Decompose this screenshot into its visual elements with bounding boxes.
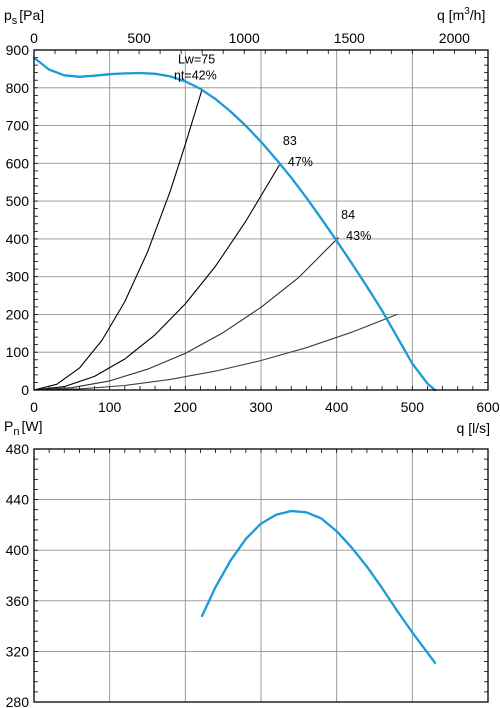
x-tick-label: 0 (30, 399, 38, 415)
annotation-sound-power: 84 (341, 208, 355, 222)
top-tick-label: 2000 (439, 30, 470, 46)
fan-curve-line (32, 56, 437, 392)
operating-point-annotations: Lw=75 ηt=42% 83 47% 84 43% (174, 53, 371, 243)
y-tick-label: 360 (6, 593, 30, 609)
x-tick-label: 100 (98, 399, 122, 415)
x-tick-label: 500 (401, 399, 425, 415)
pressure-y-tick-labels: 0 100 200 300 400 500 600 700 800 900 (6, 42, 30, 398)
x-tick-label: 300 (249, 399, 273, 415)
system-curve-line-4 (33, 313, 398, 391)
y-tick-label: 400 (6, 231, 30, 247)
y-tick-label: 300 (6, 269, 30, 285)
y-tick-label: 100 (6, 344, 30, 360)
pressure-top-tick-labels: 0 500 1000 1500 2000 (30, 30, 470, 46)
top-tick-label: 500 (127, 30, 151, 46)
y-tick-label: 600 (6, 155, 30, 171)
power-y-axis-label: Pn [W] (4, 418, 42, 438)
annotation-efficiency: 43% (346, 229, 371, 243)
y-tick-label: 200 (6, 306, 30, 322)
system-curve-line-3 (33, 237, 339, 391)
annotation-sound-power: 83 (283, 134, 297, 148)
pressure-grid (34, 50, 488, 390)
power-plot-frame (33, 448, 489, 703)
pressure-x-tick-labels: 0 100 200 300 400 500 600 (30, 399, 500, 415)
y-tick-label: 900 (6, 42, 30, 58)
system-curve-line-2 (33, 163, 281, 391)
y-tick-label: 500 (6, 193, 30, 209)
power-chart: 280 320 360 400 440 480 Pn [W] (4, 418, 489, 708)
power-minor-ticks (33, 448, 489, 703)
fan-curve (32, 56, 437, 392)
power-curve (200, 509, 437, 664)
top-tick-label: 0 (30, 30, 38, 46)
pressure-chart: 0 100 200 300 400 500 600 700 800 900 0 100 200 300 4… (4, 6, 500, 436)
bottom-x-axis-label: q [l/s] (457, 420, 490, 436)
y-tick-label: 480 (6, 441, 30, 457)
y-tick-label: 280 (6, 694, 30, 708)
system-curves (33, 89, 398, 391)
power-grid (34, 449, 488, 702)
y-tick-label: 440 (6, 492, 30, 508)
annotation-efficiency: ηt=42% (174, 69, 217, 83)
top-tick-label: 1000 (229, 30, 260, 46)
x-tick-label: 400 (325, 399, 349, 415)
annotation-efficiency: 47% (288, 155, 313, 169)
x-tick-label: 600 (476, 399, 500, 415)
y-tick-label: 800 (6, 80, 30, 96)
pressure-y-axis-label: ps [Pa] (4, 7, 44, 27)
x-tick-label: 200 (174, 399, 198, 415)
y-tick-label: 400 (6, 542, 30, 558)
top-x-axis-label: q [m3/h] (437, 6, 485, 23)
top-tick-label: 1500 (334, 30, 365, 46)
power-y-tick-labels: 280 320 360 400 440 480 (6, 441, 30, 708)
y-tick-label: 700 (6, 118, 30, 134)
power-curve-line (200, 509, 437, 664)
pressure-minor-ticks (33, 49, 489, 391)
pressure-plot-frame (33, 49, 489, 391)
y-tick-label: 320 (6, 643, 30, 659)
y-tick-label: 0 (21, 382, 29, 398)
system-curve-line-1 (33, 89, 203, 391)
annotation-sound-power: Lw=75 (178, 53, 215, 67)
